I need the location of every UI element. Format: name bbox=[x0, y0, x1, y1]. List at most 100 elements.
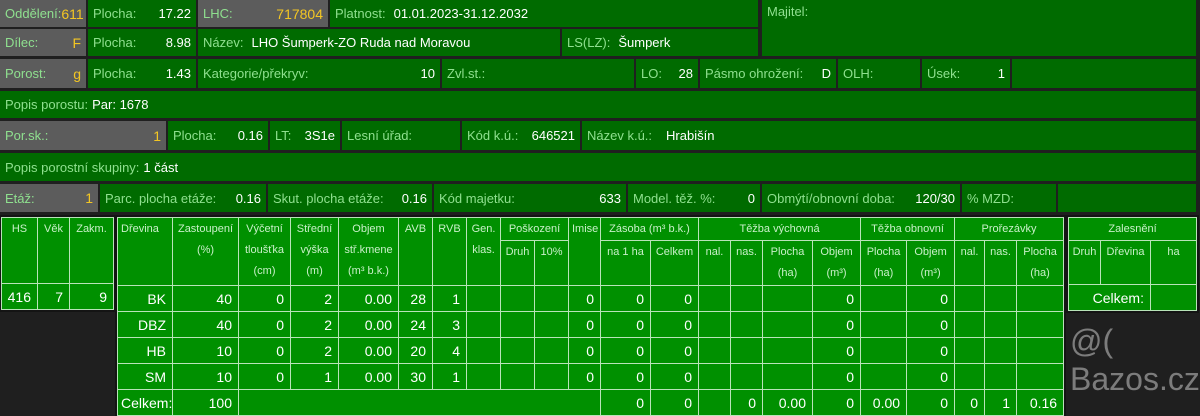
table-cell bbox=[1016, 311, 1065, 338]
header-vyska: Střední výška (m) bbox=[290, 217, 339, 286]
table-cell bbox=[534, 311, 569, 338]
total-blank bbox=[238, 389, 601, 416]
zalesneni-table: Zalesnění Druh Dřevina ha Celkem: bbox=[1066, 215, 1199, 313]
label: Plocha: bbox=[93, 66, 137, 81]
value: 0.16 bbox=[401, 190, 427, 206]
olh-field: OLH: bbox=[838, 59, 920, 88]
value: 01.01.2023-31.12.2032 bbox=[393, 6, 529, 21]
lo-field: LO: 28 bbox=[636, 59, 698, 88]
value: 1 bbox=[997, 66, 1005, 81]
label: Dílec: bbox=[5, 35, 39, 50]
label: Lesní úřad: bbox=[347, 128, 413, 143]
header-tv-objem: Objem (m³) bbox=[811, 240, 862, 286]
table-cell: 1 bbox=[290, 363, 339, 390]
label: Zvl.st.: bbox=[447, 66, 486, 81]
header-to-plocha: Plocha (ha) bbox=[860, 240, 908, 286]
table-cell: 0 bbox=[811, 285, 862, 312]
value: 0 bbox=[747, 190, 755, 206]
table-cell bbox=[984, 285, 1018, 312]
table-cell: 0 bbox=[906, 363, 956, 390]
value: 646521 bbox=[531, 128, 575, 143]
label: Plocha: bbox=[93, 35, 137, 50]
header-tv-plocha: Plocha (ha) bbox=[762, 240, 813, 286]
nazev-ku-field: Název k.ú.: Hrabišín bbox=[582, 121, 1196, 150]
oddeleni-plocha: Plocha: 17.22 bbox=[88, 0, 196, 27]
total-cell: 0 bbox=[954, 389, 986, 416]
species-cell: BK bbox=[117, 285, 173, 312]
total-cell: 0 bbox=[906, 389, 956, 416]
header-zastoupeni: Zastoupení (%) bbox=[172, 217, 239, 286]
table-cell: 40 bbox=[172, 311, 239, 338]
table-cell bbox=[1016, 363, 1065, 390]
label: Popis porostní skupiny: bbox=[5, 159, 140, 175]
ls-field: LS(LZ): Šumperk bbox=[562, 29, 758, 56]
label: OLH: bbox=[843, 66, 874, 81]
label: Název k.ú.: bbox=[587, 128, 653, 143]
vek-value: 7 bbox=[37, 283, 70, 310]
table-cell: 0 bbox=[568, 311, 601, 338]
value: 0.16 bbox=[235, 190, 261, 206]
table-cell bbox=[534, 285, 569, 312]
table-cell: 0 bbox=[238, 285, 291, 312]
obmyti-field: Obmýtí/obnovní doba: 120/30 bbox=[762, 184, 960, 212]
parc-plocha-field: Parc. plocha etáže: 0.16 bbox=[100, 184, 266, 212]
species-table: Dřevina Zastoupení (%) Výčetní tloušťka … bbox=[114, 215, 1067, 416]
table-cell: 0 bbox=[906, 311, 956, 338]
total-cell: 1 bbox=[984, 389, 1018, 416]
table-cell bbox=[954, 311, 986, 338]
header-imise: Imise bbox=[568, 217, 601, 286]
header-zasoba: Zásoba (m³ b.k.) bbox=[600, 217, 699, 241]
table-cell bbox=[954, 363, 986, 390]
pasmo-field: Pásmo ohrožení: D bbox=[700, 59, 836, 88]
table-cell bbox=[984, 363, 1018, 390]
table-cell bbox=[730, 285, 763, 312]
model-tez-field: Model. těž. %: 0 bbox=[628, 184, 760, 212]
platnost-field: Platnost: 01.01.2023-31.12.2032 bbox=[330, 0, 758, 27]
table-cell: 0 bbox=[600, 285, 651, 312]
total-cell: 0 bbox=[811, 389, 862, 416]
table-row: HB 10 0 2 0.00 20 4 0 0 0 0 0 bbox=[117, 337, 1065, 364]
header-druh: Druh bbox=[1068, 240, 1101, 285]
label: % MZD: bbox=[967, 190, 1014, 206]
total-cell: 0 bbox=[600, 389, 651, 416]
header-tezba-vychovna: Těžba výchovná bbox=[697, 217, 862, 241]
header-tv-nal: nal. bbox=[698, 240, 731, 286]
table-cell bbox=[500, 311, 535, 338]
bazos-watermark: @( Bazos.cz bbox=[1070, 323, 1200, 397]
label: Obmýtí/obnovní doba: bbox=[767, 190, 895, 206]
label: Kód k.ú.: bbox=[467, 128, 519, 143]
table-cell: 0.00 bbox=[338, 337, 399, 364]
table-cell bbox=[860, 285, 908, 312]
table-cell: 0.00 bbox=[338, 311, 399, 338]
table-cell bbox=[730, 337, 763, 364]
table-cell bbox=[984, 311, 1018, 338]
table-row: SM 10 0 1 0.00 30 1 0 0 0 0 0 bbox=[117, 363, 1065, 390]
table-cell: 0 bbox=[906, 337, 956, 364]
popis-porostu: Popis porostu: Par: 1678 bbox=[0, 91, 1196, 118]
value: 633 bbox=[599, 190, 621, 206]
header-avb: AVB bbox=[398, 217, 433, 286]
table-cell bbox=[954, 337, 986, 364]
header-to-objem: Objem (m³) bbox=[906, 240, 956, 286]
header-objem: Objem stř.kmene (m³ b.k.) bbox=[338, 217, 399, 286]
value: 10 bbox=[420, 66, 435, 81]
total-cell: 0 bbox=[650, 389, 699, 416]
header-zalesneni: Zalesnění bbox=[1068, 217, 1197, 241]
label: LS(LZ): bbox=[567, 35, 611, 50]
table-cell bbox=[730, 363, 763, 390]
table-cell bbox=[698, 337, 731, 364]
header-rvb: RVB bbox=[432, 217, 467, 286]
lhc-field: LHC: 717804 bbox=[198, 0, 328, 27]
table-cell bbox=[534, 363, 569, 390]
lesni-urad-field: Lesní úřad: bbox=[342, 121, 460, 150]
table-cell: 0.00 bbox=[338, 363, 399, 390]
header-zakm: Zakm. bbox=[69, 217, 114, 284]
table-cell bbox=[984, 337, 1018, 364]
empty-field bbox=[1012, 59, 1196, 88]
table-cell: 0 bbox=[238, 311, 291, 338]
total-cell: 0 bbox=[730, 389, 763, 416]
table-cell: 2 bbox=[290, 311, 339, 338]
table-cell: 0 bbox=[600, 337, 651, 364]
header-pr-nal: nal. bbox=[954, 240, 986, 286]
value: 1 bbox=[85, 190, 93, 206]
